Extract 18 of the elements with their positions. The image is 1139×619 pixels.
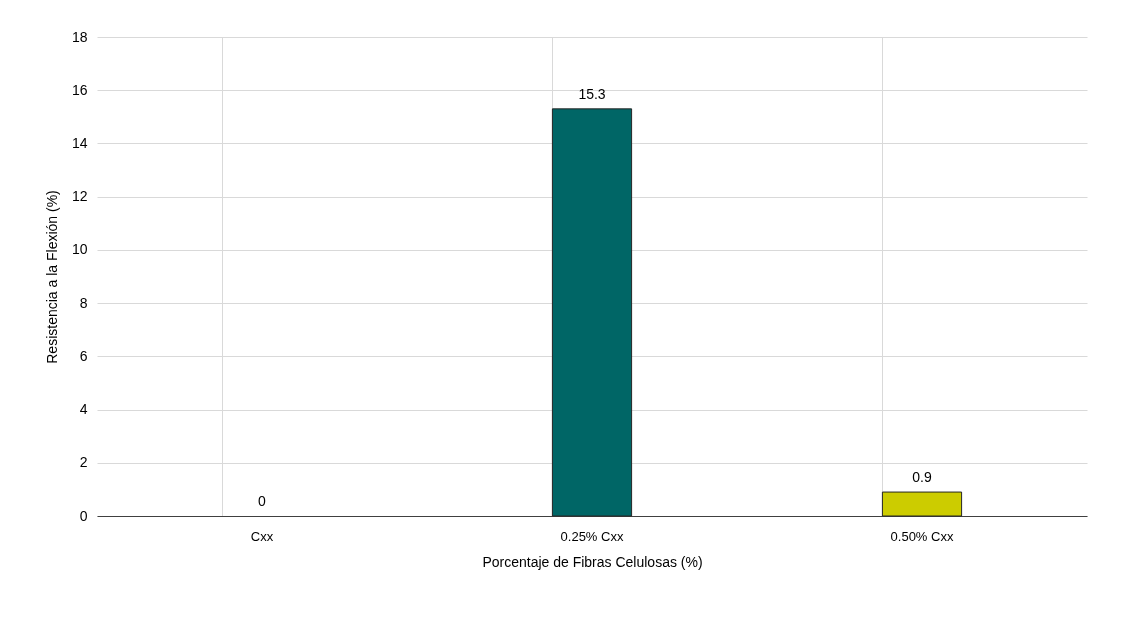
data-label: 15.3 [578, 85, 606, 102]
x-axis-title: Porcentaje de Fibras Celulosas (%) [482, 553, 703, 570]
y-axis-title: Resistencia a la Flexión (%) [43, 190, 60, 364]
y-tick-label: 16 [71, 81, 88, 98]
y-tick-label: 18 [71, 28, 88, 45]
x-tick-label: 0.25% Cxx [560, 528, 624, 544]
data-label: 0.9 [912, 469, 932, 486]
y-tick-label: 0 [79, 507, 88, 524]
x-tick-label: Cxx [250, 528, 274, 544]
y-tick-label: 6 [79, 347, 88, 364]
y-tick-label: 8 [79, 294, 88, 311]
y-tick-label: 4 [79, 401, 88, 418]
data-label: 0 [258, 493, 267, 509]
y-tick-label: 10 [71, 241, 88, 258]
y-tick-label: 2 [79, 454, 88, 471]
y-tick-label: 12 [71, 188, 88, 205]
y-tick-label: 14 [71, 134, 88, 151]
x-tick-label: 0.50% Cxx [890, 528, 954, 544]
